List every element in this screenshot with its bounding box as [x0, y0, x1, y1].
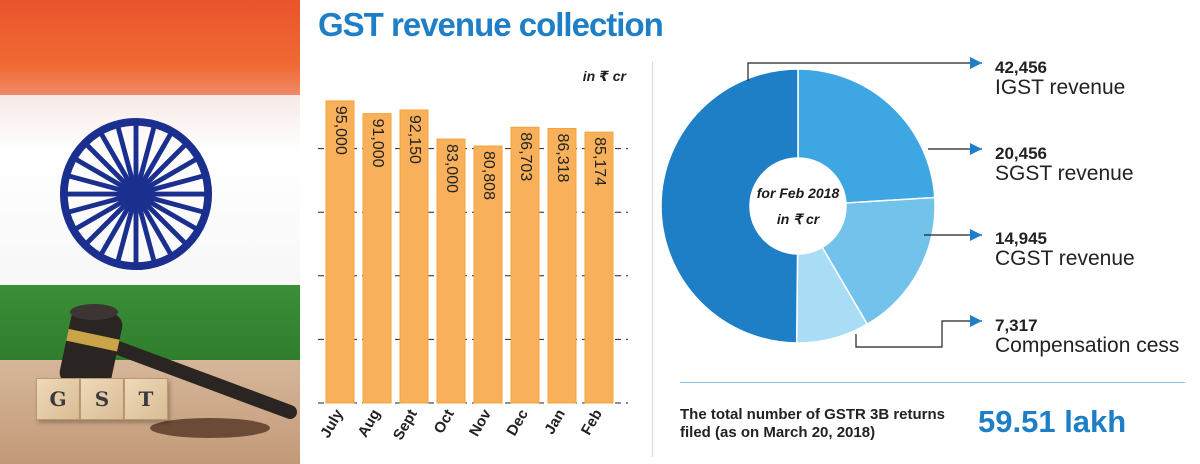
bar-value-label: 80,808: [480, 151, 497, 200]
flag-saffron-band: [0, 0, 300, 95]
bar-aug: [362, 113, 392, 404]
leader-arrow: [970, 229, 982, 241]
igst-value: 42,456: [995, 58, 1047, 77]
slice-sgst: [797, 68, 936, 204]
panel-divider: [652, 62, 653, 457]
category-label: Aug: [355, 406, 384, 440]
chart-title: GST revenue collection: [318, 6, 664, 43]
bar-unit-label: in ₹ cr: [582, 68, 626, 84]
category-label: Oct: [431, 406, 458, 436]
bar-value-label: 85,174: [591, 137, 608, 186]
category-label: Sept: [390, 406, 421, 443]
donut-center-unit: in ₹ cr: [777, 211, 821, 227]
bar-nov: [473, 145, 503, 404]
leader-arrow: [970, 143, 982, 155]
cube-letter-s: S: [80, 378, 124, 420]
footer-rule: [680, 382, 1185, 383]
igst-label: 42,456 IGST revenue: [995, 59, 1125, 99]
cess-name: Compensation cess: [995, 333, 1180, 357]
cube-letter-t: T: [124, 378, 168, 420]
slice-igst: [660, 68, 799, 344]
monthly-revenue-bar-chart: 95,000 July 91,000 Aug 92,150 Sept 83,000 Oct 80…: [318, 100, 628, 443]
cgst-name: CGST revenue: [995, 246, 1135, 270]
bar-value-label: 91,000: [369, 119, 386, 168]
cess-value: 7,317: [995, 316, 1038, 335]
cgst-value: 14,945: [995, 229, 1047, 248]
category-label: Feb: [578, 406, 606, 438]
bar-dec: [510, 126, 540, 404]
leader-arrow: [970, 57, 982, 69]
leader-cess: [855, 320, 982, 348]
bar-value-label: 83,000: [443, 144, 460, 193]
leader-arrow: [970, 315, 982, 327]
bar-oct: [436, 138, 466, 404]
sgst-label: 20,456 SGST revenue: [995, 145, 1134, 185]
igst-name: IGST revenue: [995, 75, 1126, 99]
revenue-split-donut: for Feb 2018 in ₹ cr: [660, 57, 982, 348]
ashoka-chakra-icon: [59, 117, 213, 271]
sgst-value: 20,456: [995, 144, 1047, 163]
leader-igst: [747, 62, 982, 81]
cess-label: 7,317 Compensation cess: [995, 317, 1179, 357]
cube-letter-g: G: [36, 378, 80, 420]
category-label: July: [318, 406, 347, 441]
sgst-name: SGST revenue: [995, 161, 1134, 185]
bar-value-label: 86,703: [517, 132, 534, 181]
category-label: Dec: [503, 406, 531, 438]
category-label: Jan: [541, 406, 569, 437]
gstr-returns-value: 59.51 lakh: [978, 404, 1127, 439]
flag-green-band: [0, 285, 300, 360]
bar-feb: [584, 131, 614, 404]
gstr-returns-note: The total number of GSTR 3B returns file…: [680, 406, 946, 441]
bar-sept: [399, 109, 429, 404]
cgst-label: 14,945 CGST revenue: [995, 230, 1135, 270]
gavel-icon: [59, 304, 297, 438]
bar-july: [325, 100, 355, 404]
bar-value-label: 92,150: [406, 115, 423, 164]
bar-jan: [547, 128, 577, 404]
bar-value-label: 95,000: [332, 106, 349, 155]
bar-value-label: 86,318: [554, 134, 571, 183]
flag-gavel-photo: G S T: [0, 0, 300, 464]
slice-cgst: [821, 196, 936, 326]
donut-center-text: for Feb 2018: [757, 185, 840, 201]
category-label: Nov: [466, 406, 495, 440]
